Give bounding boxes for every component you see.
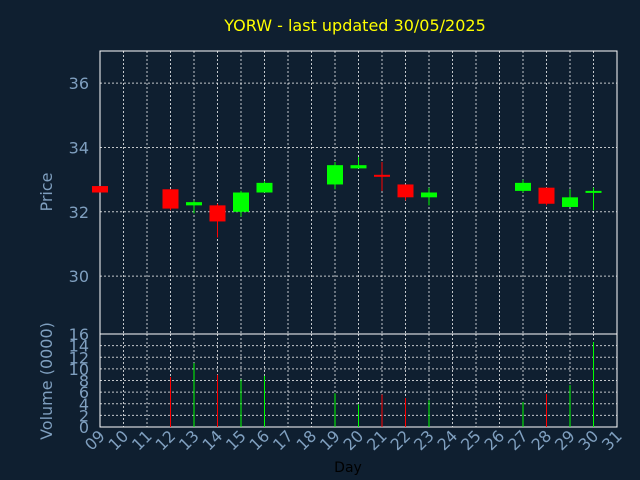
candle-body (162, 189, 179, 209)
candles (92, 157, 602, 238)
volume-y-tick-label: 16 (69, 325, 89, 344)
candle-body (233, 192, 249, 212)
price-panel: 30 32 34 36 Price (37, 50, 618, 335)
candle-body (374, 174, 390, 177)
candle-body (327, 165, 343, 185)
candle-body (350, 165, 367, 169)
x-tick-labels: 0910111213141516171819202122232425262728… (81, 426, 626, 454)
volume-bars (170, 342, 594, 427)
price-y-tick-label: 30 (69, 267, 89, 286)
candle-body (585, 190, 602, 193)
volume-y-tick-label: 0 (79, 418, 89, 437)
price-y-tick-label: 36 (69, 74, 89, 93)
candle-body (515, 182, 531, 191)
volume-y-tick-label: 2 (79, 406, 89, 425)
candle-body (209, 205, 226, 222)
volume-y-tick-label: 10 (69, 360, 89, 379)
candle-body (256, 182, 273, 193)
price-y-tick-label: 32 (69, 203, 89, 222)
candle-body (421, 192, 437, 198)
volume-y-tick-label: 14 (69, 337, 89, 356)
price-y-tick-labels: 30 32 34 36 (69, 74, 89, 286)
chart-title: YORW - last updated 30/05/2025 (223, 16, 486, 35)
candle-body (92, 186, 108, 193)
candle-body (186, 202, 202, 206)
x-tick-label: 31 (598, 426, 626, 454)
volume-axis-label: Volume (0000) (37, 322, 56, 440)
candle-body (538, 187, 555, 204)
volume-y-tick-label: 4 (79, 395, 89, 414)
candle-body (397, 184, 414, 198)
volume-y-tick-label: 12 (69, 348, 89, 367)
candle-body (562, 197, 578, 207)
price-axis-label: Price (37, 172, 56, 211)
price-y-tick-label: 34 (69, 138, 89, 157)
volume-y-tick-label: 8 (79, 372, 89, 391)
x-axis-label: Day (334, 460, 362, 476)
volume-y-tick-label: 6 (79, 383, 89, 402)
